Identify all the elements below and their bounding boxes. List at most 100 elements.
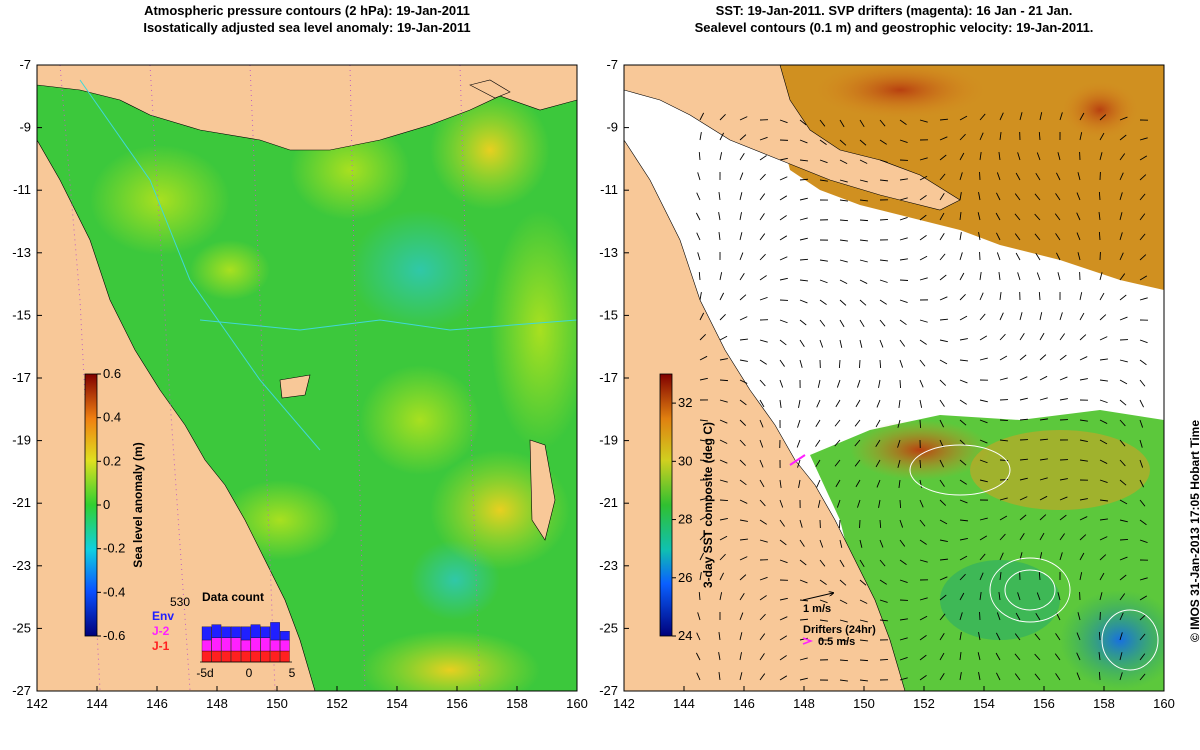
velocity-arrow: [815, 419, 821, 428]
velocity-arrow: [719, 113, 726, 121]
velocity-arrow: [978, 672, 981, 681]
velocity-arrow: [899, 359, 904, 368]
velocity-arrow: [1036, 592, 1041, 601]
velocity-arrow: [779, 479, 782, 488]
velocity-arrow: [1057, 272, 1061, 281]
velocity-arrow: [759, 155, 767, 161]
velocity-arrow: [1139, 419, 1144, 428]
left-ytick-label: -25: [12, 620, 31, 635]
velocity-arrow: [759, 539, 768, 543]
velocity-arrow: [759, 193, 766, 201]
velocity-arrow: [899, 637, 908, 641]
velocity-arrow: [879, 519, 882, 529]
velocity-arrow: [839, 599, 848, 604]
velocity-arrow: [1099, 292, 1105, 301]
velocity-arrow: [859, 579, 867, 586]
velocity-arrow: [817, 379, 821, 388]
velocity-arrow: [859, 659, 869, 662]
drifters-legend-title: Drifters (24hr): [803, 624, 876, 636]
velocity-arrow: [995, 212, 1001, 221]
velocity-arrow: [1119, 439, 1126, 447]
velocity-arrow: [959, 152, 965, 161]
velocity-arrow: [1039, 354, 1047, 361]
velocity-arrow: [1099, 272, 1103, 281]
velocity-arrow: [1119, 539, 1129, 541]
velocity-arrow: [799, 539, 805, 547]
velocity-arrow: [1035, 252, 1041, 261]
velocity-arrow: [819, 299, 827, 305]
velocity-arrow: [699, 552, 705, 561]
velocity-arrow: [839, 139, 847, 146]
velocity-arrow: [696, 632, 701, 641]
velocity-arrow: [699, 377, 708, 381]
right-xtick-label: 154: [973, 696, 995, 711]
velocity-arrow: [1099, 439, 1108, 445]
velocity-arrow: [1014, 653, 1021, 661]
inset-bar-j-2: [240, 639, 251, 652]
velocity-arrow: [879, 619, 889, 622]
right-xtick-label: 160: [1153, 696, 1175, 711]
velocity-arrow: [899, 618, 908, 621]
velocity-arrow: [1119, 316, 1128, 321]
velocity-arrow: [719, 572, 725, 581]
velocity-arrow: [697, 172, 701, 181]
velocity-arrow: [718, 212, 721, 221]
inset-tick-neg5: -5d: [196, 666, 213, 680]
velocity-arrow: [779, 256, 788, 261]
velocity-arrow: [1039, 312, 1043, 321]
velocity-arrow: [979, 572, 984, 581]
velocity-arrow: [919, 459, 922, 469]
velocity-arrow: [1139, 233, 1146, 241]
velocity-arrow: [839, 199, 848, 202]
velocity-arrow: [1014, 193, 1021, 201]
right-land-australia: [624, 139, 906, 691]
left-ytick-label: -11: [13, 182, 31, 197]
velocity-arrow: [819, 559, 826, 567]
velocity-arrow: [1034, 233, 1041, 241]
velocity-arrow: [1079, 312, 1085, 321]
velocity-arrow: [859, 619, 868, 623]
velocity-arrow: [759, 213, 765, 221]
velocity-arrow: [1055, 673, 1061, 681]
velocity-arrow: [959, 212, 962, 221]
velocity-arrow: [759, 459, 764, 468]
velocity-arrow: [1099, 132, 1105, 141]
inset-bar-env: [240, 626, 251, 641]
velocity-arrow: [979, 292, 984, 301]
velocity-arrow: [1019, 496, 1028, 501]
velocity-arrow: [899, 319, 907, 326]
velocity-arrow: [959, 632, 962, 641]
left-xtick-label: 144: [86, 696, 108, 711]
velocity-arrow: [779, 215, 787, 221]
right-xtick-label: 158: [1093, 696, 1115, 711]
sst-cbar-tick-label: 32: [678, 395, 692, 410]
velocity-arrow: [699, 419, 708, 422]
velocity-arrow: [819, 279, 828, 284]
velocity-arrow: [799, 217, 808, 221]
velocity-arrow: [919, 119, 928, 123]
velocity-arrow: [995, 192, 1001, 201]
velocity-arrow: [799, 119, 807, 126]
left-ytick-label: -15: [12, 307, 31, 322]
velocity-arrow: [1039, 458, 1048, 461]
velocity-arrow: [1038, 291, 1041, 301]
velocity-arrow: [1079, 419, 1088, 422]
velocity-arrow: [1039, 438, 1049, 441]
velocity-arrow: [919, 235, 927, 241]
velocity-arrow: [959, 573, 966, 581]
velocity-arrow: [739, 316, 748, 321]
right-xtick-label: 150: [853, 696, 875, 711]
velocity-arrow: [1019, 312, 1023, 321]
velocity-arrow: [839, 339, 843, 348]
velocity-arrow: [959, 555, 968, 561]
velocity-arrow: [919, 399, 923, 408]
velocity-arrow: [939, 339, 948, 343]
velocity-arrow: [919, 319, 928, 323]
left-ytick-label: -9: [19, 120, 31, 135]
velocity-arrow: [779, 359, 785, 367]
velocity-arrow: [719, 132, 725, 141]
velocity-arrow: [899, 677, 908, 681]
velocity-arrow: [1014, 633, 1021, 641]
velocity-arrow: [739, 153, 745, 161]
velocity-arrow: [799, 139, 808, 144]
